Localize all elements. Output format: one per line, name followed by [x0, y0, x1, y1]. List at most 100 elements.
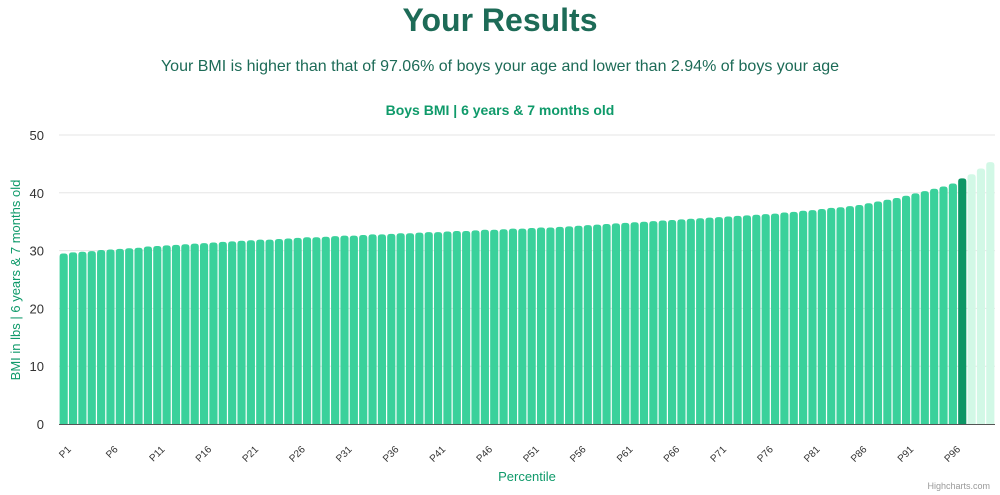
bar[interactable] [218, 241, 227, 424]
bar[interactable] [649, 221, 658, 424]
bar[interactable] [321, 236, 330, 424]
bar[interactable] [808, 210, 817, 424]
bar[interactable] [817, 208, 826, 424]
bar[interactable] [845, 206, 854, 424]
bar[interactable] [490, 229, 499, 424]
bar[interactable] [471, 230, 480, 424]
bar[interactable] [143, 246, 152, 424]
bar[interactable] [883, 199, 892, 424]
bar[interactable] [986, 162, 995, 424]
bar[interactable] [293, 237, 302, 424]
bar[interactable] [171, 244, 181, 424]
bar[interactable] [153, 245, 162, 424]
bar[interactable] [761, 214, 770, 424]
bar[interactable] [265, 239, 274, 424]
bar[interactable] [209, 242, 218, 424]
bar[interactable] [87, 251, 96, 424]
bar[interactable] [752, 214, 761, 424]
bar[interactable] [724, 216, 733, 424]
bar[interactable] [331, 236, 340, 424]
bar[interactable] [892, 198, 901, 424]
bar[interactable] [340, 235, 349, 424]
bar[interactable] [302, 237, 312, 424]
bar[interactable] [705, 217, 714, 424]
bar[interactable] [312, 237, 321, 424]
bar[interactable] [415, 232, 424, 424]
bar[interactable] [387, 233, 396, 424]
bar[interactable] [668, 219, 677, 424]
bar[interactable] [939, 186, 948, 424]
bar[interactable] [733, 215, 742, 424]
bar[interactable] [228, 241, 237, 424]
bar[interactable] [368, 234, 377, 424]
bar[interactable] [536, 227, 546, 424]
bar[interactable] [162, 245, 171, 424]
bar[interactable] [434, 232, 443, 424]
bar[interactable] [377, 234, 386, 424]
bar[interactable] [134, 247, 143, 424]
bar[interactable] [518, 228, 527, 424]
bar[interactable] [396, 233, 405, 424]
bar[interactable] [68, 252, 78, 424]
bar[interactable] [574, 225, 583, 424]
bar[interactable] [106, 249, 115, 424]
bar[interactable] [181, 244, 190, 424]
bar[interactable] [480, 229, 489, 424]
bar[interactable] [855, 204, 864, 424]
bar[interactable] [658, 220, 667, 424]
bar[interactable] [359, 234, 368, 424]
bar[interactable] [920, 191, 929, 424]
bar[interactable] [836, 207, 845, 424]
bar[interactable] [115, 248, 124, 424]
bar[interactable] [780, 212, 789, 424]
bar[interactable] [742, 215, 752, 424]
bar[interactable] [630, 222, 639, 424]
bar[interactable] [546, 227, 555, 424]
bar[interactable] [639, 221, 649, 424]
bar[interactable] [200, 243, 209, 424]
bar[interactable] [677, 219, 686, 424]
bar[interactable] [452, 230, 461, 424]
bar[interactable] [256, 239, 265, 424]
bar[interactable] [237, 240, 246, 424]
bar[interactable] [621, 222, 630, 424]
bar[interactable] [405, 233, 415, 424]
bar[interactable] [864, 203, 873, 424]
bar[interactable] [873, 201, 883, 424]
bar[interactable] [443, 231, 452, 424]
bar[interactable] [190, 243, 199, 424]
bar[interactable] [499, 229, 508, 424]
bar[interactable] [827, 207, 836, 424]
bar[interactable] [125, 248, 134, 424]
bar[interactable] [349, 235, 358, 424]
bar[interactable] [555, 226, 564, 424]
bar[interactable] [686, 218, 695, 424]
bar[interactable] [246, 240, 255, 424]
bar[interactable] [593, 224, 602, 424]
bar[interactable] [462, 230, 471, 424]
bar[interactable] [424, 232, 433, 424]
bar[interactable] [602, 224, 611, 424]
bar[interactable] [527, 228, 536, 424]
bar[interactable] [284, 238, 293, 424]
bar[interactable] [789, 211, 798, 424]
bar[interactable] [799, 210, 808, 424]
bar[interactable] [770, 213, 780, 424]
bar[interactable] [59, 253, 68, 424]
bar[interactable] [78, 251, 87, 424]
bar[interactable] [902, 195, 911, 424]
credits-link[interactable]: Highcharts.com [927, 481, 990, 491]
bar[interactable] [948, 183, 957, 424]
bar[interactable] [911, 193, 920, 424]
bar[interactable] [714, 217, 723, 424]
bar[interactable] [583, 225, 592, 424]
bar[interactable] [696, 218, 705, 424]
bar[interactable] [274, 239, 284, 424]
bar[interactable] [508, 228, 518, 424]
bar[interactable] [97, 250, 106, 424]
bar[interactable] [611, 223, 620, 424]
bar[interactable] [967, 174, 976, 424]
bar[interactable] [976, 168, 986, 424]
bar[interactable] [565, 226, 574, 424]
bar[interactable] [930, 188, 939, 424]
